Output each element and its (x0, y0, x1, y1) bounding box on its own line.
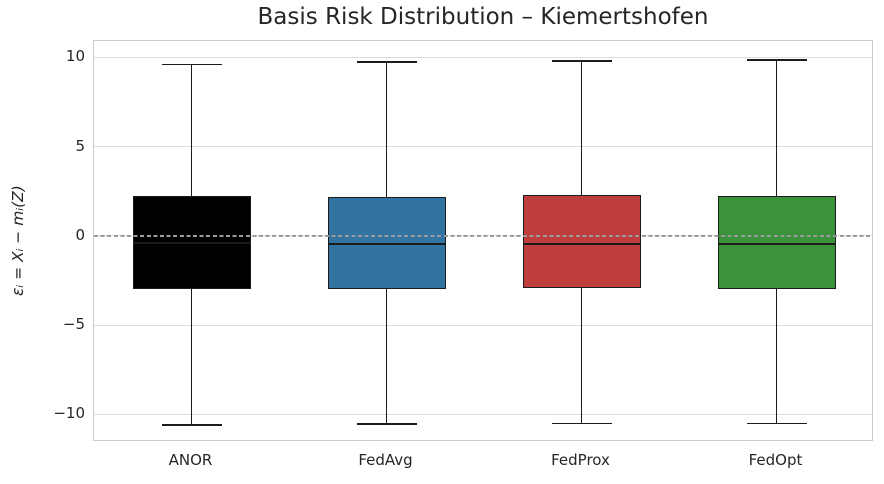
whisker-cap-top (161, 63, 222, 66)
lower-whisker (775, 288, 778, 424)
box-fedprox (522, 194, 641, 288)
x-tick-label: FedProx (551, 451, 610, 469)
x-tick-label: ANOR (168, 451, 213, 469)
median-line (327, 243, 446, 245)
whisker-cap-bottom (746, 422, 807, 424)
chart-title: Basis Risk Distribution – Kiemertshofen (257, 4, 709, 30)
upper-whisker (190, 64, 193, 196)
gridline (94, 56, 872, 58)
upper-whisker (580, 60, 583, 195)
gridline (94, 324, 872, 326)
whisker-cap-bottom (356, 423, 417, 425)
box-fedavg (327, 196, 446, 289)
upper-whisker (385, 61, 388, 197)
y-tick-label: −5 (62, 315, 85, 334)
gridline (94, 413, 872, 415)
median-line (132, 242, 251, 244)
whisker-cap-bottom (551, 422, 612, 424)
y-tick-label: −10 (53, 404, 85, 423)
whisker-cap-top (551, 60, 612, 62)
y-tick-label: 5 (75, 136, 85, 155)
zero-reference-line (94, 235, 872, 237)
median-line (522, 243, 641, 245)
whisker-cap-top (356, 61, 417, 63)
box-fedopt (717, 195, 836, 289)
gridline (94, 146, 872, 148)
y-tick-label: 0 (75, 225, 85, 244)
lower-whisker (190, 288, 193, 426)
lower-whisker (580, 287, 583, 424)
lower-whisker (385, 288, 388, 425)
median-line (717, 243, 836, 245)
box-anor (132, 195, 251, 289)
y-tick-label: 10 (65, 47, 85, 66)
x-tick-label: FedAvg (358, 451, 413, 469)
whisker-cap-top (746, 59, 807, 61)
upper-whisker (775, 60, 778, 196)
plot-area (93, 40, 873, 441)
whisker-cap-bottom (161, 424, 222, 426)
x-tick-label: FedOpt (748, 451, 803, 469)
